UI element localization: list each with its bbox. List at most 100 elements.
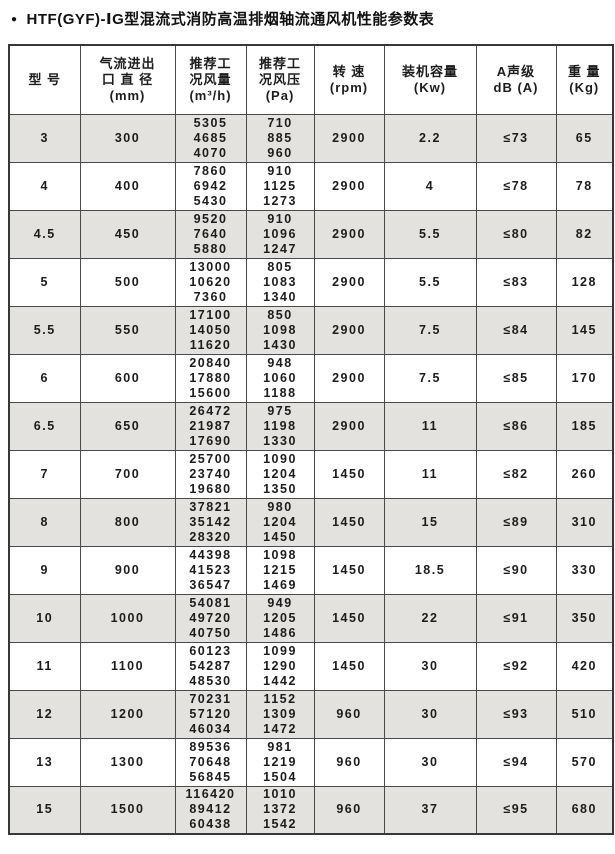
cell-noise: ≤78	[475, 161, 557, 211]
cell-pressure: 850 1098 1430	[245, 305, 315, 355]
table-row: 13 1300 89536 70648 56845 981 1219 1504 …	[8, 737, 614, 787]
cell-model: 7	[8, 449, 81, 499]
col-header-weight: 重 量 (Kg)	[555, 44, 614, 115]
cell-pressure: 949 1205 1486	[245, 593, 315, 643]
cell-power: 5.5	[383, 257, 477, 307]
cell-model: 3	[8, 113, 81, 163]
cell-weight: 145	[555, 305, 614, 355]
table-row: 5 500 13000 10620 7360 805 1083 1340 290…	[8, 257, 614, 307]
cell-model: 5.5	[8, 305, 81, 355]
table-row: 10 1000 54081 49720 40750 949 1205 1486 …	[8, 593, 614, 643]
cell-weight: 510	[555, 689, 614, 739]
table-row: 6 600 20840 17880 15600 948 1060 1188 29…	[8, 353, 614, 403]
cell-rpm: 2900	[313, 305, 385, 355]
cell-airflow: 116420 89412 60438	[174, 785, 247, 835]
page-title: ● HTF(GYF)-ⅠG型混流式消防高温排烟轴流通风机性能参数表	[11, 8, 434, 29]
cell-pressure: 805 1083 1340	[245, 257, 315, 307]
cell-model: 11	[8, 641, 81, 691]
cell-pressure: 910 1125 1273	[245, 161, 315, 211]
cell-power: 22	[383, 593, 477, 643]
cell-power: 2.2	[383, 113, 477, 163]
cell-noise: ≤80	[475, 209, 557, 259]
cell-airflow: 17100 14050 11620	[174, 305, 247, 355]
cell-pressure: 910 1096 1247	[245, 209, 315, 259]
cell-airflow: 9520 7640 5880	[174, 209, 247, 259]
cell-pressure: 981 1219 1504	[245, 737, 315, 787]
cell-noise: ≤85	[475, 353, 557, 403]
cell-diameter: 1100	[79, 641, 176, 691]
table-row: 9 900 44398 41523 36547 1098 1215 1469 1…	[8, 545, 614, 595]
cell-noise: ≤84	[475, 305, 557, 355]
col-header-pressure: 推荐工 况风压 (Pa)	[245, 44, 315, 115]
cell-pressure: 710 885 960	[245, 113, 315, 163]
cell-power: 15	[383, 497, 477, 547]
cell-noise: ≤94	[475, 737, 557, 787]
cell-airflow: 26472 21987 17690	[174, 401, 247, 451]
cell-rpm: 1450	[313, 497, 385, 547]
cell-rpm: 960	[313, 785, 385, 835]
cell-airflow: 7860 6942 5430	[174, 161, 247, 211]
cell-pressure: 1010 1372 1542	[245, 785, 315, 835]
cell-rpm: 2900	[313, 209, 385, 259]
cell-weight: 680	[555, 785, 614, 835]
cell-weight: 310	[555, 497, 614, 547]
cell-airflow: 89536 70648 56845	[174, 737, 247, 787]
cell-rpm: 1450	[313, 545, 385, 595]
cell-rpm: 960	[313, 737, 385, 787]
cell-rpm: 2900	[313, 161, 385, 211]
fan-performance-table: 型 号 气流进出 口 直 径 (mm) 推荐工 况风量 (m³/h) 推荐工 况…	[8, 44, 614, 835]
cell-power: 7.5	[383, 305, 477, 355]
cell-weight: 170	[555, 353, 614, 403]
cell-diameter: 400	[79, 161, 176, 211]
cell-pressure: 1090 1204 1350	[245, 449, 315, 499]
cell-power: 11	[383, 401, 477, 451]
cell-diameter: 1500	[79, 785, 176, 835]
cell-power: 30	[383, 641, 477, 691]
cell-noise: ≤89	[475, 497, 557, 547]
cell-rpm: 1450	[313, 593, 385, 643]
cell-rpm: 960	[313, 689, 385, 739]
cell-pressure: 948 1060 1188	[245, 353, 315, 403]
table-row: 6.5 650 26472 21987 17690 975 1198 1330 …	[8, 401, 614, 451]
cell-diameter: 450	[79, 209, 176, 259]
col-header-airflow: 推荐工 况风量 (m³/h)	[174, 44, 247, 115]
cell-noise: ≤92	[475, 641, 557, 691]
cell-model: 8	[8, 497, 81, 547]
table-row: 15 1500 116420 89412 60438 1010 1372 154…	[8, 785, 614, 835]
cell-weight: 260	[555, 449, 614, 499]
cell-diameter: 600	[79, 353, 176, 403]
cell-noise: ≤83	[475, 257, 557, 307]
col-header-model: 型 号	[8, 44, 81, 115]
table-row: 4 400 7860 6942 5430 910 1125 1273 2900 …	[8, 161, 614, 211]
cell-model: 4	[8, 161, 81, 211]
cell-model: 5	[8, 257, 81, 307]
page-title-text: HTF(GYF)-ⅠG型混流式消防高温排烟轴流通风机性能参数表	[26, 11, 435, 28]
cell-pressure: 1098 1215 1469	[245, 545, 315, 595]
cell-model: 6.5	[8, 401, 81, 451]
col-header-noise: A声级 dB (A)	[475, 44, 557, 115]
cell-diameter: 500	[79, 257, 176, 307]
cell-diameter: 550	[79, 305, 176, 355]
col-header-rpm: 转 速 (rpm)	[313, 44, 385, 115]
cell-airflow: 37821 35142 28320	[174, 497, 247, 547]
table-row: 4.5 450 9520 7640 5880 910 1096 1247 290…	[8, 209, 614, 259]
cell-model: 13	[8, 737, 81, 787]
header-row: 型 号 气流进出 口 直 径 (mm) 推荐工 况风量 (m³/h) 推荐工 况…	[8, 44, 614, 115]
cell-model: 12	[8, 689, 81, 739]
cell-airflow: 20840 17880 15600	[174, 353, 247, 403]
cell-diameter: 300	[79, 113, 176, 163]
cell-pressure: 1099 1290 1442	[245, 641, 315, 691]
cell-rpm: 2900	[313, 401, 385, 451]
cell-power: 37	[383, 785, 477, 835]
cell-airflow: 44398 41523 36547	[174, 545, 247, 595]
cell-diameter: 1000	[79, 593, 176, 643]
cell-noise: ≤91	[475, 593, 557, 643]
cell-weight: 128	[555, 257, 614, 307]
cell-rpm: 1450	[313, 641, 385, 691]
cell-power: 30	[383, 737, 477, 787]
cell-rpm: 1450	[313, 449, 385, 499]
cell-noise: ≤86	[475, 401, 557, 451]
cell-airflow: 60123 54287 48530	[174, 641, 247, 691]
cell-weight: 570	[555, 737, 614, 787]
